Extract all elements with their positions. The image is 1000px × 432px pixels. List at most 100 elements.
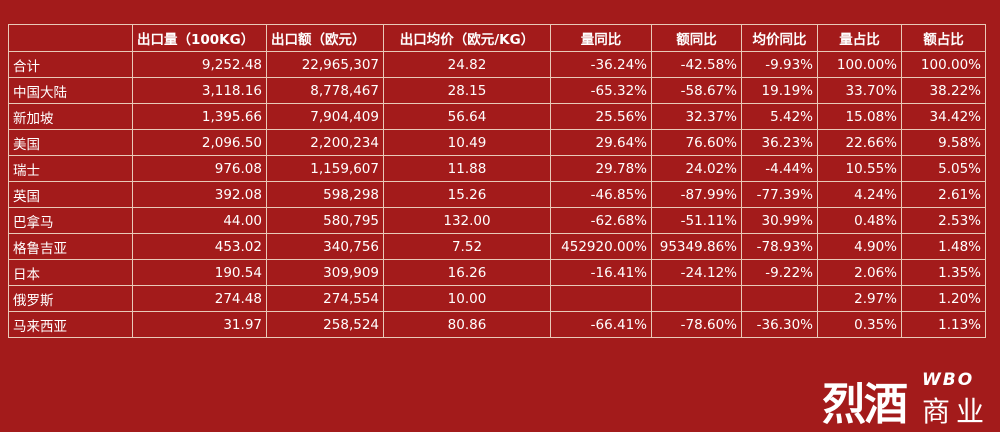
table-cell: 2,096.50 [132,129,267,156]
table-cell: 80.86 [383,311,551,338]
table-cell: 0.48% [817,207,902,234]
table-cell: 44.00 [132,207,267,234]
table-row: 日本 190.54 309,909 16.26 -16.41% -24.12% -9.22%… [8,259,986,286]
table-cell: -9.93% [741,51,818,78]
table-cell: 76.60% [651,129,742,156]
table-cell: 31.97 [132,311,267,338]
table-cell: -87.99% [651,181,742,208]
table-cell: 100.00% [817,51,902,78]
logo-wbo-text: WBO [922,370,975,390]
table-cell: 25.56% [550,103,652,130]
column-header: 均价同比 [741,24,818,52]
table-cell: 580,795 [266,207,384,234]
table-row: 新加坡 1,395.66 7,904,409 56.64 25.56% 32.37% 5.4… [8,103,986,130]
table-cell: 7,904,409 [266,103,384,130]
table-cell: 274.48 [132,285,267,312]
row-label: 巴拿马 [8,207,133,234]
table-cell: 2.53% [901,207,986,234]
table-row: 英国 392.08 598,298 15.26 -46.85% -87.99% -77.39… [8,181,986,208]
row-label: 中国大陆 [8,77,133,104]
table-cell: -36.30% [741,311,818,338]
table-cell: 56.64 [383,103,551,130]
table-row: 美国 2,096.50 2,200,234 10.49 29.64% 76.60% 36.2… [8,129,986,156]
table-cell: -78.93% [741,233,818,260]
table-cell: 1,159,607 [266,155,384,182]
table-row: 格鲁吉亚 453.02 340,756 7.52 452920.00% 95349.86%… [8,233,986,260]
table-cell: -66.41% [550,311,652,338]
table-cell: 340,756 [266,233,384,260]
table-cell: 10.55% [817,155,902,182]
table-cell: -78.60% [651,311,742,338]
table-row: 合计 9,252.48 22,965,307 24.82 -36.24% -42.58% -… [8,51,986,78]
table-cell: 24.02% [651,155,742,182]
row-label: 格鲁吉亚 [8,233,133,260]
table-cell: 5.05% [901,155,986,182]
table-cell [550,285,652,312]
column-header: 出口量（100KG） [132,24,267,52]
table-cell: 10.49 [383,129,551,156]
table-cell: -77.39% [741,181,818,208]
table-cell: 392.08 [132,181,267,208]
table-cell: 0.35% [817,311,902,338]
table-cell: 32.37% [651,103,742,130]
row-label: 马来西亚 [8,311,133,338]
table-cell: -42.58% [651,51,742,78]
table-cell: 29.78% [550,155,652,182]
table-cell: 258,524 [266,311,384,338]
table-cell: 2.06% [817,259,902,286]
table-cell: -65.32% [550,77,652,104]
column-header: 量占比 [817,24,902,52]
table-cell: 976.08 [132,155,267,182]
row-label: 英国 [8,181,133,208]
table-row: 马来西亚 31.97 258,524 80.86 -66.41% -78.60% -36.3… [8,311,986,338]
table-cell: 452920.00% [550,233,652,260]
table-cell: 22.66% [817,129,902,156]
table-cell: 16.26 [383,259,551,286]
table-cell: -58.67% [651,77,742,104]
logo-business-text: 商业 [922,395,991,428]
column-header: 额同比 [651,24,742,52]
table-cell: -24.12% [651,259,742,286]
table-cell: -62.68% [550,207,652,234]
table-cell: 9.58% [901,129,986,156]
table-cell: 1.20% [901,285,986,312]
table-cell: 1.48% [901,233,986,260]
logo-main-text: 烈酒 [822,379,908,430]
table-cell: 11.88 [383,155,551,182]
column-header: 出口均价（欧元/KG） [383,24,551,52]
table-cell: 34.42% [901,103,986,130]
table-cell [651,285,742,312]
table-cell: 274,554 [266,285,384,312]
table-cell: 1.35% [901,259,986,286]
table-cell: 10.00 [383,285,551,312]
table-row: 俄罗斯 274.48 274,554 10.00 2.97% 1.20% [8,285,986,312]
table-cell: 4.24% [817,181,902,208]
table-cell: 190.54 [132,259,267,286]
row-label: 俄罗斯 [8,285,133,312]
export-data-table: 出口量（100KG） 出口额（欧元） 出口均价（欧元/KG） 量同比 额同比 均价同比 量占… [8,24,986,338]
table-cell: 1,395.66 [132,103,267,130]
table-cell: 9,252.48 [132,51,267,78]
table-cell: 5.42% [741,103,818,130]
table-cell: 36.23% [741,129,818,156]
table-cell: 38.22% [901,77,986,104]
table-cell [741,285,818,312]
table-cell: 19.19% [741,77,818,104]
table-cell: -4.44% [741,155,818,182]
table-cell: -36.24% [550,51,652,78]
table-cell: 2,200,234 [266,129,384,156]
table-cell: 8,778,467 [266,77,384,104]
table-row: 瑞士 976.08 1,159,607 11.88 29.78% 24.02% -4.44%… [8,155,986,182]
table-cell: 24.82 [383,51,551,78]
table-header-row: 出口量（100KG） 出口额（欧元） 出口均价（欧元/KG） 量同比 额同比 均价同比 量占… [8,24,986,52]
table-row: 巴拿马 44.00 580,795 132.00 -62.68% -51.11% 30.99… [8,207,986,234]
row-label: 日本 [8,259,133,286]
row-label: 新加坡 [8,103,133,130]
column-header [8,24,133,52]
table-cell: 132.00 [383,207,551,234]
table-cell: 2.97% [817,285,902,312]
column-header: 额占比 [901,24,986,52]
table-cell: 2.61% [901,181,986,208]
row-label: 合计 [8,51,133,78]
table-cell: 598,298 [266,181,384,208]
